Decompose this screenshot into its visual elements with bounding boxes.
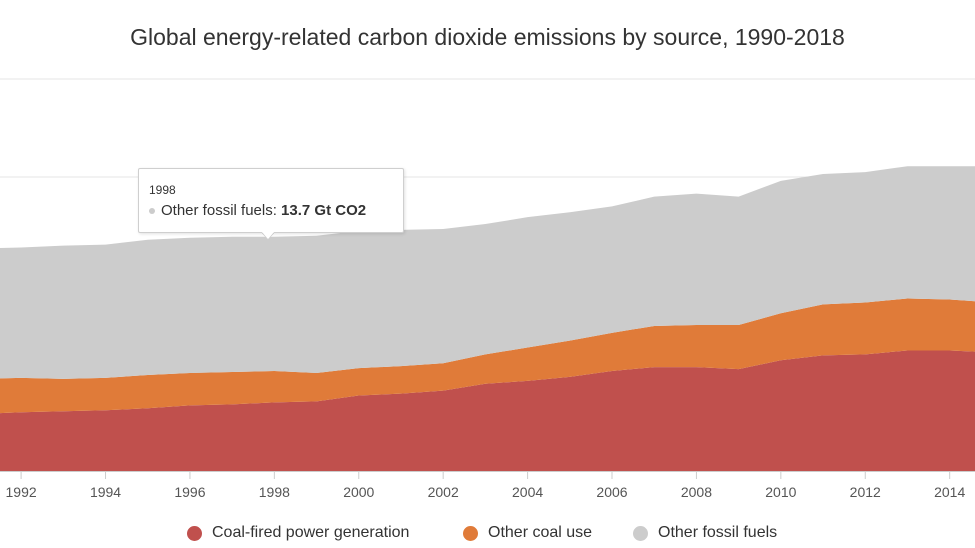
x-tick-label: 2000 (343, 484, 374, 500)
tooltip: 1998 Other fossil fuels: 13.7 Gt CO2 (138, 168, 404, 233)
x-tick-label: 2010 (765, 484, 796, 500)
series-area-0[interactable] (0, 350, 975, 471)
series-area-2[interactable] (0, 166, 975, 379)
legend-dot-coal-power (187, 525, 202, 541)
series-areas (0, 166, 975, 471)
x-tick-label: 1992 (6, 484, 37, 500)
x-tick-label: 2006 (596, 484, 627, 500)
legend: Coal-fired power generation Other coal u… (0, 524, 975, 548)
legend-label-other-fossil: Other fossil fuels (658, 524, 778, 541)
tooltip-row: Other fossil fuels: 13.7 Gt CO2 (149, 202, 366, 219)
tooltip-series-label: Other fossil fuels: (161, 202, 282, 219)
x-tick-label: 2014 (934, 484, 965, 500)
chart-title: Global energy-related carbon dioxide emi… (130, 24, 845, 50)
x-tick-label: 1996 (174, 484, 205, 500)
tooltip-arrow (261, 231, 275, 239)
x-tick-label: 2008 (681, 484, 712, 500)
legend-item-other-coal[interactable]: Other coal use (463, 524, 592, 542)
x-tick-label: 2004 (512, 484, 543, 500)
legend-dot-other-fossil (633, 525, 648, 541)
x-tick-label: 1998 (259, 484, 290, 500)
tooltip-year: 1998 (149, 183, 176, 197)
legend-dot-other-coal (463, 525, 478, 541)
legend-item-other-fossil[interactable]: Other fossil fuels (633, 524, 777, 542)
series-area-1[interactable] (0, 298, 975, 415)
legend-label-other-coal: Other coal use (488, 524, 593, 541)
legend-item-coal-power[interactable]: Coal-fired power generation (187, 524, 409, 542)
x-axis: 1992 1994 1996 1998 2000 2002 2004 2006 2008 2010… (0, 471, 975, 500)
legend-label-coal-power: Coal-fired power generation (212, 524, 410, 541)
x-tick-label: 2002 (428, 484, 459, 500)
tooltip-value: 13.7 Gt CO2 (281, 202, 367, 219)
x-tick-label: 1994 (90, 484, 121, 500)
x-tick-label: 2012 (850, 484, 881, 500)
tooltip-series-dot (149, 208, 155, 215)
